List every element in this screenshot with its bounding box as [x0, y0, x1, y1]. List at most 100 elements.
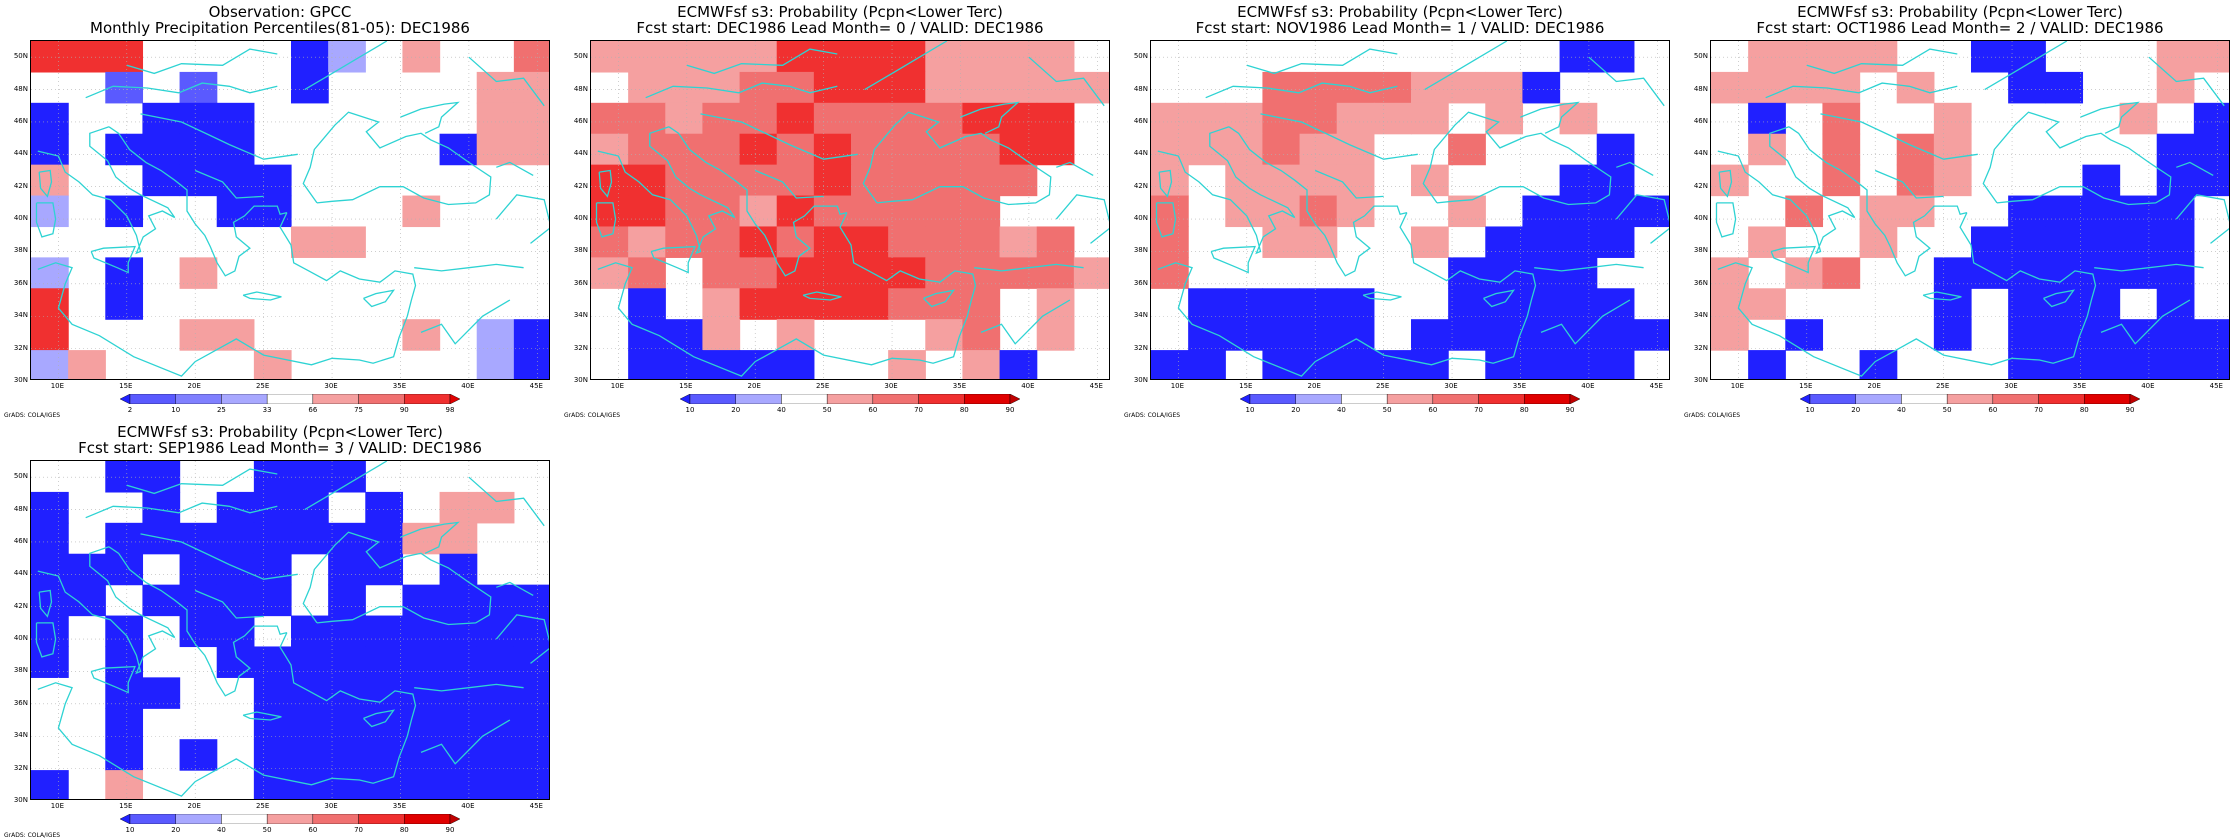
lon-tick-label: 45E [529, 802, 543, 810]
lat-tick-label: 30N [13, 796, 28, 804]
grid-cell [851, 41, 889, 73]
grid-cell [2156, 195, 2195, 228]
grid-cell [1373, 350, 1412, 379]
grid-cell [31, 41, 69, 73]
grid-cell [439, 708, 478, 740]
coastline [90, 245, 136, 274]
map-plot-area [30, 40, 550, 380]
grid-cell [1151, 257, 1189, 289]
lat-tick-label: 44N [13, 569, 28, 578]
coastline [2176, 161, 2214, 176]
lon-tick-label: 20E [747, 382, 761, 390]
grid-cell [2119, 319, 2158, 351]
grid-cell [402, 646, 441, 678]
grid-cell [1151, 133, 1189, 166]
grid-cell [179, 71, 218, 104]
colorbar-swatch [1009, 394, 1020, 404]
coastline [414, 263, 524, 272]
grid-cell [328, 646, 366, 678]
colorbar-label: 40 [1336, 406, 1346, 414]
lon-tick-label: 35E [2072, 382, 2087, 390]
colorbar-label: 90 [399, 406, 409, 414]
grid-cell [402, 319, 441, 351]
grid-cell [702, 257, 741, 289]
coastline [668, 126, 848, 277]
grid-cell [813, 257, 852, 289]
grid-cell [665, 350, 704, 379]
lat-tick-label: 38N [573, 246, 588, 255]
grid-cell [739, 102, 778, 135]
lat-tick-label: 48N [573, 84, 588, 93]
coastline [1534, 263, 1644, 272]
coastline [864, 41, 948, 91]
grid-cell [253, 195, 292, 228]
grid-cell [1225, 288, 1264, 320]
grid-cell [105, 133, 144, 166]
grid-cell [253, 164, 292, 197]
grid-cell [1933, 164, 1972, 197]
grid-cell [31, 133, 69, 166]
grid-cell [179, 522, 218, 555]
grid-cell [1262, 319, 1301, 351]
lon-tick-label: 45E [1089, 382, 1103, 390]
grid-cell [365, 553, 404, 586]
lat-tick-label: 32N [573, 343, 588, 352]
lat-tick-label: 36N [1693, 278, 1708, 287]
grid-cell [2156, 288, 2195, 320]
colorbar-swatch [1295, 394, 1342, 404]
coastline [1615, 194, 1669, 244]
grid-cell [813, 102, 852, 135]
coastline [140, 533, 298, 580]
lat-tick-label: 48N [13, 504, 28, 513]
lat-tick-label: 30N [573, 376, 588, 384]
coastline [37, 126, 176, 255]
grid-cell [1822, 257, 1861, 289]
grid-cell [2045, 257, 2084, 289]
colorbar-swatch [221, 394, 268, 404]
grid-cell [1336, 133, 1375, 166]
coastline [108, 546, 288, 697]
lat-tick-label: 36N [13, 698, 28, 707]
grid-cell [216, 522, 255, 555]
coastline [1922, 291, 1962, 301]
grid-cell [1859, 226, 1898, 258]
grid-cell [476, 584, 515, 617]
lat-tick-label: 34N [1693, 311, 1708, 320]
grid-cell [291, 522, 329, 555]
grid-cell [851, 195, 889, 228]
grid-cell [1933, 102, 1972, 135]
grid-cell [31, 615, 69, 648]
colorbar-label: 90 [2125, 406, 2135, 414]
grid-cell [2156, 71, 2195, 104]
grid-cell [1299, 102, 1338, 135]
grid-cell [2045, 195, 2084, 228]
grid-cell [439, 739, 478, 771]
colorbar-swatch [1432, 394, 1479, 404]
grid-cell [2156, 226, 2195, 258]
lon-tick-label: 20E [1867, 382, 1881, 390]
lat-tick-label: 44N [13, 149, 28, 158]
coastline [1520, 101, 1580, 134]
grid-cell [628, 226, 666, 258]
grid-cell [1971, 41, 2009, 73]
coastline [1715, 202, 1737, 238]
lat-tick-label: 50N [573, 52, 588, 61]
coastline [802, 291, 842, 301]
lat-tick-label: 40N [13, 214, 28, 223]
grid-cell [68, 584, 106, 617]
grid-cell [476, 71, 515, 104]
map-plot-area [590, 40, 1110, 380]
map-panel: ECMWFsf s3: Probability (Pcpn<Lower Terc… [1120, 0, 1680, 420]
coastline [420, 299, 511, 345]
grid-cell [2045, 319, 2084, 351]
grid-cell [105, 770, 144, 799]
grid-cell [1748, 41, 1786, 73]
colorbar-swatch [964, 394, 1011, 404]
lat-tick-label: 34N [13, 731, 28, 740]
lon-tick-label: 40E [461, 802, 475, 810]
grid-cell [513, 615, 549, 648]
colorbar-label: 33 [262, 406, 272, 414]
grid-cell [1299, 195, 1338, 228]
lon-tick-label: 30E [324, 382, 338, 390]
grid-cell [1559, 41, 1598, 73]
